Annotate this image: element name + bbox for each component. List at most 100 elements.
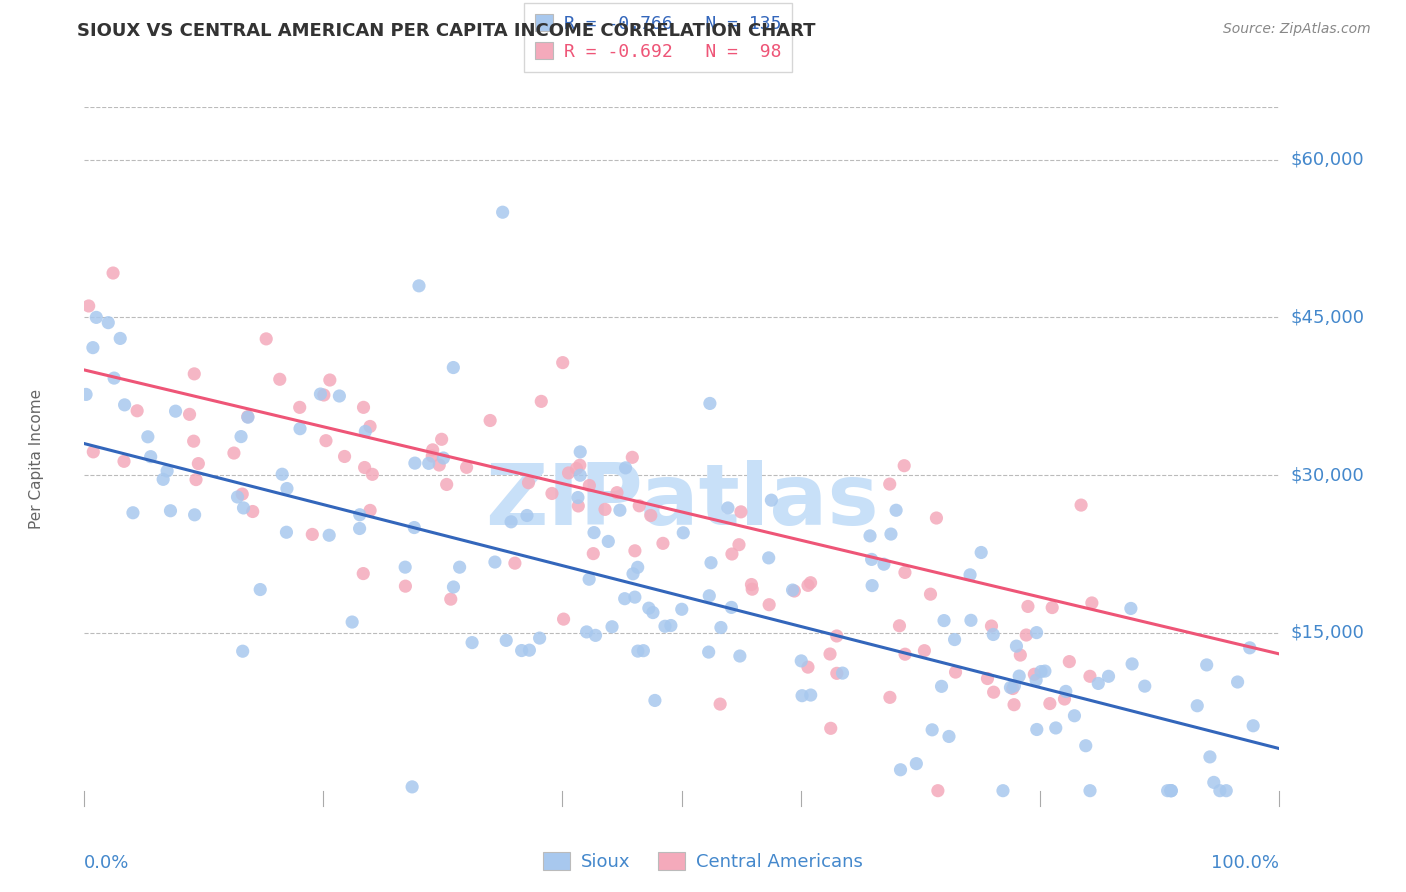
- Point: [831, 666, 853, 681]
- Point: [276, 482, 298, 496]
- Point: [122, 506, 145, 520]
- Point: [1053, 692, 1076, 706]
- Point: [77, 299, 100, 313]
- Point: [110, 331, 132, 345]
- Point: [598, 534, 620, 549]
- Point: [912, 643, 935, 657]
- Point: [825, 666, 848, 681]
- Point: [894, 647, 917, 661]
- Point: [519, 643, 541, 657]
- Point: [960, 613, 983, 627]
- Point: [710, 620, 733, 634]
- Point: [921, 723, 943, 737]
- Point: [301, 527, 323, 541]
- Point: [517, 475, 540, 490]
- Point: [991, 783, 1014, 797]
- Point: [354, 425, 377, 439]
- Point: [860, 552, 883, 566]
- Point: [889, 619, 911, 633]
- Point: [820, 722, 842, 736]
- Point: [503, 556, 526, 570]
- Point: [600, 620, 623, 634]
- Point: [1024, 667, 1046, 681]
- Point: [879, 477, 901, 491]
- Point: [1239, 640, 1261, 655]
- Point: [585, 628, 607, 642]
- Point: [422, 442, 444, 457]
- Point: [880, 527, 903, 541]
- Point: [981, 627, 1004, 641]
- Text: 100.0%: 100.0%: [1212, 854, 1279, 872]
- Point: [567, 491, 589, 505]
- Point: [717, 500, 740, 515]
- Point: [565, 461, 588, 475]
- Point: [800, 575, 823, 590]
- Point: [1001, 681, 1024, 696]
- Point: [652, 536, 675, 550]
- Point: [624, 590, 647, 604]
- Text: $45,000: $45,000: [1291, 309, 1365, 326]
- Point: [127, 404, 149, 418]
- Point: [232, 500, 254, 515]
- Point: [575, 624, 598, 639]
- Point: [103, 371, 125, 385]
- Point: [1078, 783, 1101, 797]
- Point: [97, 316, 120, 330]
- Point: [86, 310, 108, 325]
- Point: [1010, 648, 1032, 662]
- Point: [530, 394, 553, 409]
- Point: [1008, 669, 1031, 683]
- Point: [1160, 783, 1182, 797]
- Point: [613, 591, 636, 606]
- Point: [884, 503, 907, 517]
- Point: [709, 697, 731, 711]
- Point: [614, 461, 637, 475]
- Point: [945, 665, 967, 679]
- Point: [254, 332, 277, 346]
- Point: [980, 619, 1002, 633]
- Point: [1002, 698, 1025, 712]
- Point: [183, 367, 205, 381]
- Point: [75, 387, 97, 401]
- Point: [394, 579, 416, 593]
- Point: [1160, 783, 1182, 797]
- Point: [959, 567, 981, 582]
- Point: [920, 587, 942, 601]
- Point: [1002, 679, 1025, 693]
- Text: Per Capita Income: Per Capita Income: [30, 389, 44, 530]
- Point: [492, 205, 515, 219]
- Point: [606, 485, 628, 500]
- Point: [179, 408, 201, 422]
- Point: [1040, 600, 1063, 615]
- Point: [797, 660, 820, 674]
- Point: [430, 432, 453, 446]
- Point: [312, 388, 335, 402]
- Point: [541, 486, 564, 500]
- Point: [641, 606, 664, 620]
- Point: [441, 360, 464, 375]
- Point: [1063, 708, 1085, 723]
- Point: [553, 612, 575, 626]
- Point: [621, 450, 644, 465]
- Point: [1025, 625, 1047, 640]
- Point: [569, 468, 592, 483]
- Point: [783, 584, 806, 599]
- Point: [758, 598, 780, 612]
- Point: [567, 499, 589, 513]
- Point: [229, 429, 252, 443]
- Point: [139, 450, 162, 464]
- Point: [420, 449, 443, 463]
- Point: [456, 460, 478, 475]
- Point: [983, 685, 1005, 699]
- Point: [226, 490, 249, 504]
- Point: [361, 467, 384, 482]
- Point: [1025, 673, 1047, 687]
- Text: $30,000: $30,000: [1291, 467, 1364, 484]
- Point: [242, 504, 264, 518]
- Point: [818, 647, 841, 661]
- Point: [315, 434, 337, 448]
- Point: [112, 454, 135, 468]
- Point: [418, 456, 440, 470]
- Point: [931, 679, 953, 693]
- Point: [720, 600, 742, 615]
